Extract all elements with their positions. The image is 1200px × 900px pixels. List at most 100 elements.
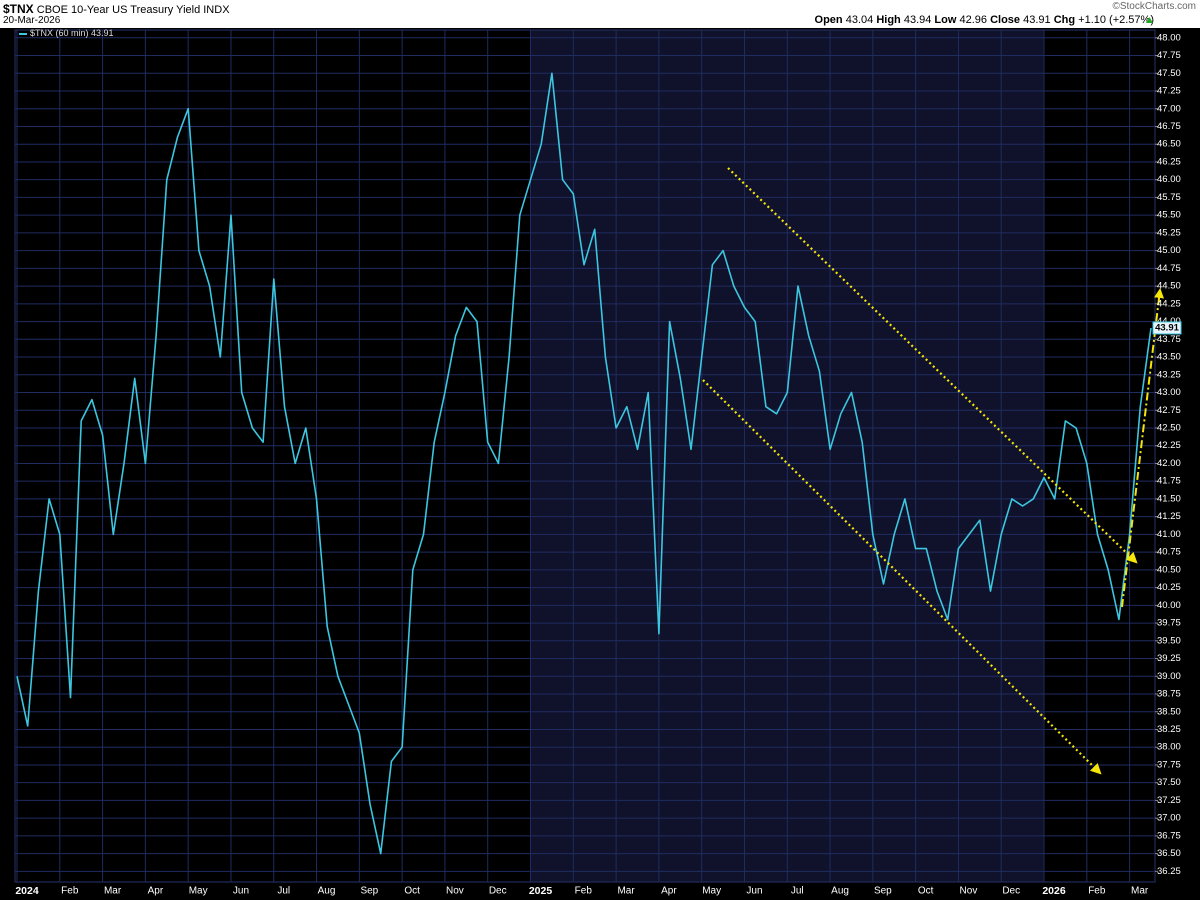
y-tick-label: 46.75 bbox=[1157, 121, 1181, 132]
y-tick-label: 36.75 bbox=[1157, 830, 1181, 841]
channel-lower bbox=[702, 379, 1102, 775]
x-tick-label: 2025 bbox=[529, 885, 553, 897]
y-tick-label: 45.00 bbox=[1157, 245, 1181, 256]
y-tick-label: 38.25 bbox=[1157, 724, 1181, 735]
y-tick-label: 44.75 bbox=[1157, 263, 1181, 274]
y-tick-label: 48.00 bbox=[1157, 32, 1181, 43]
x-tick-label: Oct bbox=[404, 886, 420, 897]
y-tick-label: 40.50 bbox=[1157, 564, 1181, 575]
trend-arrow bbox=[1121, 288, 1165, 608]
legend: $TNX (60 min) 43.91 bbox=[19, 28, 114, 38]
x-tick-label: 2024 bbox=[15, 885, 39, 897]
y-tick-label: 47.00 bbox=[1157, 103, 1181, 114]
quote-label: High bbox=[876, 14, 901, 26]
y-tick-label: 38.00 bbox=[1157, 742, 1181, 753]
y-tick-label: 37.75 bbox=[1157, 759, 1181, 770]
last-value-badge bbox=[1152, 321, 1182, 335]
x-tick-label: Jul bbox=[791, 886, 804, 897]
y-tick-label: 39.00 bbox=[1157, 671, 1181, 682]
x-tick-label: Mar bbox=[104, 886, 122, 897]
y-tick-label: 38.50 bbox=[1157, 706, 1181, 717]
y-tick-label: 37.25 bbox=[1157, 795, 1181, 806]
y-tick-label: 46.00 bbox=[1157, 174, 1181, 185]
x-tick-label: Feb bbox=[61, 886, 79, 897]
up-arrow bbox=[1146, 17, 1153, 23]
x-tick-label: Feb bbox=[1088, 886, 1106, 897]
x-tick-label: Aug bbox=[318, 886, 336, 897]
x-tick-label: Apr bbox=[661, 886, 677, 897]
y-tick-label: 42.50 bbox=[1157, 422, 1181, 433]
up-icon bbox=[1146, 17, 1153, 23]
y-tick-label: 37.50 bbox=[1157, 777, 1181, 788]
x-tick-label: Jun bbox=[233, 886, 249, 897]
y-tick-label: 45.50 bbox=[1157, 210, 1181, 221]
y-tick-label: 43.50 bbox=[1157, 352, 1181, 363]
x-tick-label: Feb bbox=[575, 886, 593, 897]
x-tick-label: Nov bbox=[446, 886, 464, 897]
y-tick-label: 41.00 bbox=[1157, 529, 1181, 540]
y-tick-label: 41.75 bbox=[1157, 476, 1181, 487]
legend-value: 43.91 bbox=[91, 28, 114, 38]
quote-label: Open bbox=[814, 14, 843, 26]
x-tick-label: Mar bbox=[1131, 886, 1149, 897]
chart-title: CBOE 10-Year US Treasury Yield INDX bbox=[36, 4, 230, 16]
y-tick-label: 46.50 bbox=[1157, 139, 1181, 150]
y-tick-label: 40.75 bbox=[1157, 547, 1181, 558]
x-tick-label: 2026 bbox=[1042, 885, 1066, 897]
y-tick-label: 43.25 bbox=[1157, 369, 1181, 380]
x-tick-label: May bbox=[189, 886, 208, 897]
y-tick-label: 45.25 bbox=[1157, 227, 1181, 238]
y-tick-label: 46.25 bbox=[1157, 156, 1181, 167]
quote-label: Chg bbox=[1053, 14, 1076, 26]
y-tick-label: 43.75 bbox=[1157, 334, 1181, 345]
quote-label: Low bbox=[934, 14, 957, 26]
y-tick-label: 37.00 bbox=[1157, 813, 1181, 824]
quote: Open 43.04 High 43.94 Low 42.96 Close 43… bbox=[815, 14, 1154, 26]
x-tick-label: Nov bbox=[960, 886, 978, 897]
y-tick-label: 38.75 bbox=[1157, 689, 1181, 700]
x-tick-label: May bbox=[702, 886, 721, 897]
annotations bbox=[702, 167, 1165, 775]
y-tick-label: 42.25 bbox=[1157, 440, 1181, 451]
last-value-label: 43.91 bbox=[1155, 322, 1179, 333]
quote-value: 43.94 bbox=[903, 14, 932, 26]
legend-entry: $TNX (60 min) 43.91 bbox=[30, 28, 114, 38]
y-tick-label: 42.00 bbox=[1157, 458, 1181, 469]
quote-value: 43.04 bbox=[845, 14, 874, 26]
y-tick-label: 39.75 bbox=[1157, 618, 1181, 629]
y-tick-label: 47.25 bbox=[1157, 86, 1181, 97]
quote-value: +1.10 (+2.57%) bbox=[1078, 14, 1154, 26]
x-tick-label: Apr bbox=[148, 886, 164, 897]
quote-value: 42.96 bbox=[959, 14, 988, 26]
title-line: $TNX CBOE 10-Year US Treasury Yield INDX bbox=[3, 2, 230, 16]
quote-label: Close bbox=[990, 14, 1021, 26]
y-tick-label: 39.50 bbox=[1157, 635, 1181, 646]
y-tick-label: 47.50 bbox=[1157, 68, 1181, 79]
y-tick-label: 45.75 bbox=[1157, 192, 1181, 203]
y-tick-label: 41.25 bbox=[1157, 511, 1181, 522]
y-tick-label: 44.50 bbox=[1157, 281, 1181, 292]
y-tick-label: 39.25 bbox=[1157, 653, 1181, 664]
y-tick-label: 40.00 bbox=[1157, 600, 1181, 611]
x-tick-label: Sep bbox=[874, 886, 892, 897]
legend-name: $TNX (60 min) bbox=[30, 28, 89, 38]
y-tick-label: 36.25 bbox=[1157, 866, 1181, 877]
plot-frame bbox=[14, 29, 1156, 883]
x-tick-label: Dec bbox=[489, 886, 507, 897]
y-tick-label: 40.25 bbox=[1157, 582, 1181, 593]
x-tick-label: Aug bbox=[831, 886, 849, 897]
y-tick-label: 42.75 bbox=[1157, 405, 1181, 416]
quote-value: 43.91 bbox=[1023, 14, 1051, 26]
x-tick-label: Jun bbox=[746, 886, 762, 897]
y-tick-label: 43.00 bbox=[1157, 387, 1181, 398]
x-tick-label: Oct bbox=[918, 886, 934, 897]
y-tick-label: 47.75 bbox=[1157, 50, 1181, 61]
series bbox=[16, 72, 1152, 855]
x-tick-label: Mar bbox=[617, 886, 635, 897]
date: 20-Mar-2026 bbox=[3, 15, 61, 26]
header: $TNX CBOE 10-Year US Treasury Yield INDX… bbox=[0, 0, 1200, 28]
symbol: $TNX bbox=[3, 2, 34, 16]
x-tick-label: Sep bbox=[360, 886, 378, 897]
